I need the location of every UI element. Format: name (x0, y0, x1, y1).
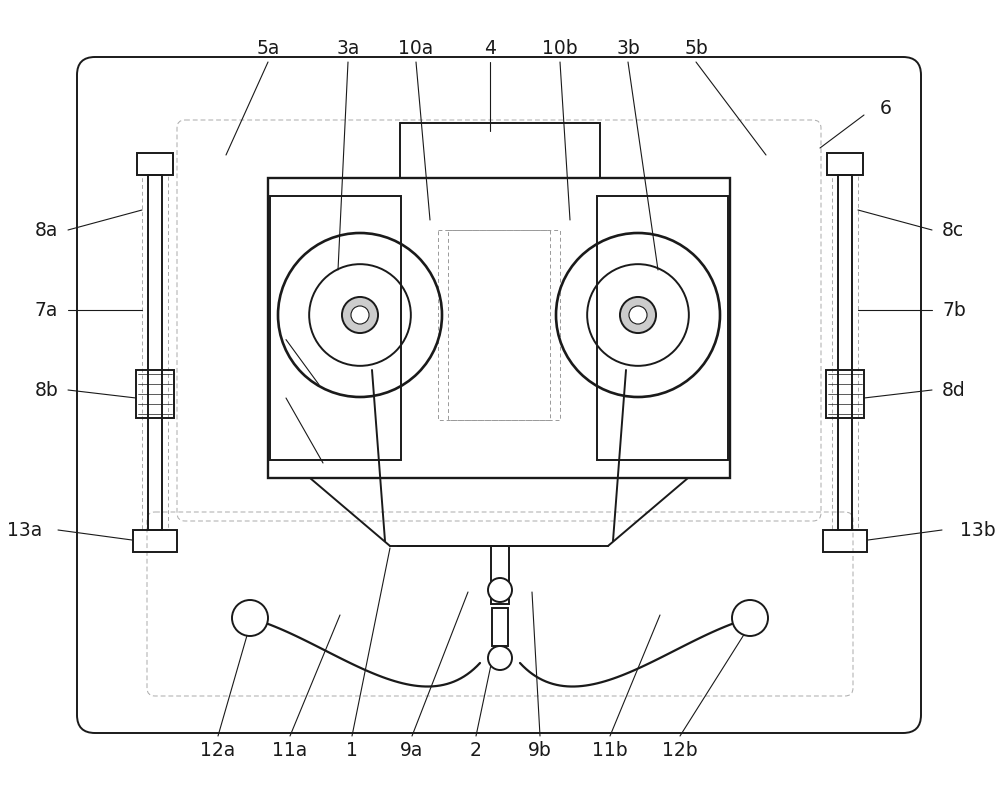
Circle shape (232, 600, 268, 636)
Circle shape (488, 646, 512, 670)
Text: 10b: 10b (542, 39, 578, 57)
Bar (823, 530, 867, 552)
Bar (597, 196, 728, 460)
Bar (133, 530, 177, 552)
Text: 8a: 8a (35, 221, 58, 240)
Bar (438, 230, 560, 420)
Text: 2: 2 (470, 740, 482, 759)
Bar (838, 175, 852, 530)
Text: 5b: 5b (684, 39, 708, 57)
Text: 11b: 11b (592, 740, 628, 759)
Text: 7b: 7b (942, 300, 966, 319)
Circle shape (488, 578, 512, 602)
Text: 9a: 9a (400, 740, 424, 759)
Circle shape (620, 297, 656, 333)
Bar (270, 196, 401, 460)
Text: 12b: 12b (662, 740, 698, 759)
Circle shape (732, 600, 768, 636)
Text: 8d: 8d (942, 380, 966, 399)
Text: 8b: 8b (34, 380, 58, 399)
Text: 11a: 11a (272, 740, 308, 759)
Text: 9b: 9b (528, 740, 552, 759)
Text: 13b: 13b (960, 520, 996, 539)
Bar (448, 230, 550, 420)
Circle shape (629, 306, 647, 324)
Text: 4: 4 (484, 39, 496, 57)
Bar (826, 370, 864, 418)
Text: 3b: 3b (616, 39, 640, 57)
Bar (827, 153, 863, 175)
Bar (832, 175, 858, 530)
Text: 7a: 7a (35, 300, 58, 319)
Text: 3a: 3a (336, 39, 360, 57)
Bar (491, 546, 509, 604)
Bar (142, 175, 168, 530)
Text: 10a: 10a (398, 39, 434, 57)
Circle shape (342, 297, 378, 333)
Text: 1: 1 (346, 740, 358, 759)
Bar (400, 123, 600, 178)
Bar (492, 608, 508, 646)
Text: 8c: 8c (942, 221, 964, 240)
Text: 12a: 12a (200, 740, 236, 759)
Text: 5a: 5a (256, 39, 280, 57)
Bar (148, 175, 162, 530)
Bar (137, 153, 173, 175)
Bar (268, 178, 730, 478)
Text: 6: 6 (880, 98, 892, 117)
Circle shape (351, 306, 369, 324)
Bar (136, 370, 174, 418)
Text: 13a: 13a (7, 520, 42, 539)
